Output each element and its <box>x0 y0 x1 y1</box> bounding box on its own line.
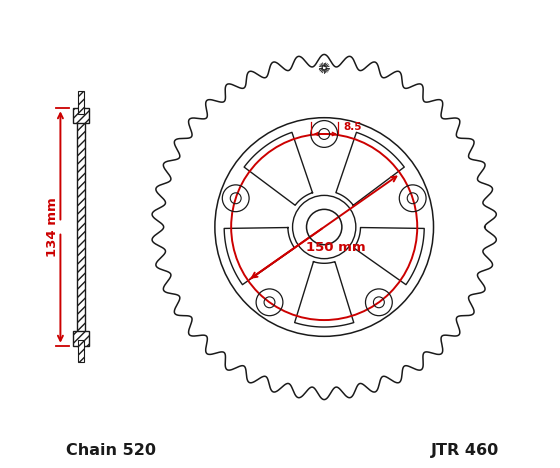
Bar <box>78 91 84 114</box>
Bar <box>72 331 89 346</box>
Text: 134 mm: 134 mm <box>45 197 59 257</box>
Text: 150 mm: 150 mm <box>306 241 366 255</box>
Text: JTR 460: JTR 460 <box>431 443 498 458</box>
Text: Chain 520: Chain 520 <box>66 443 156 458</box>
Bar <box>78 340 84 362</box>
Bar <box>72 109 89 123</box>
Text: 8.5: 8.5 <box>343 123 362 132</box>
Bar <box>72 331 89 346</box>
Bar <box>78 91 84 114</box>
Bar <box>78 340 84 362</box>
Bar <box>72 109 89 123</box>
Bar <box>77 109 85 346</box>
Bar <box>77 109 85 346</box>
